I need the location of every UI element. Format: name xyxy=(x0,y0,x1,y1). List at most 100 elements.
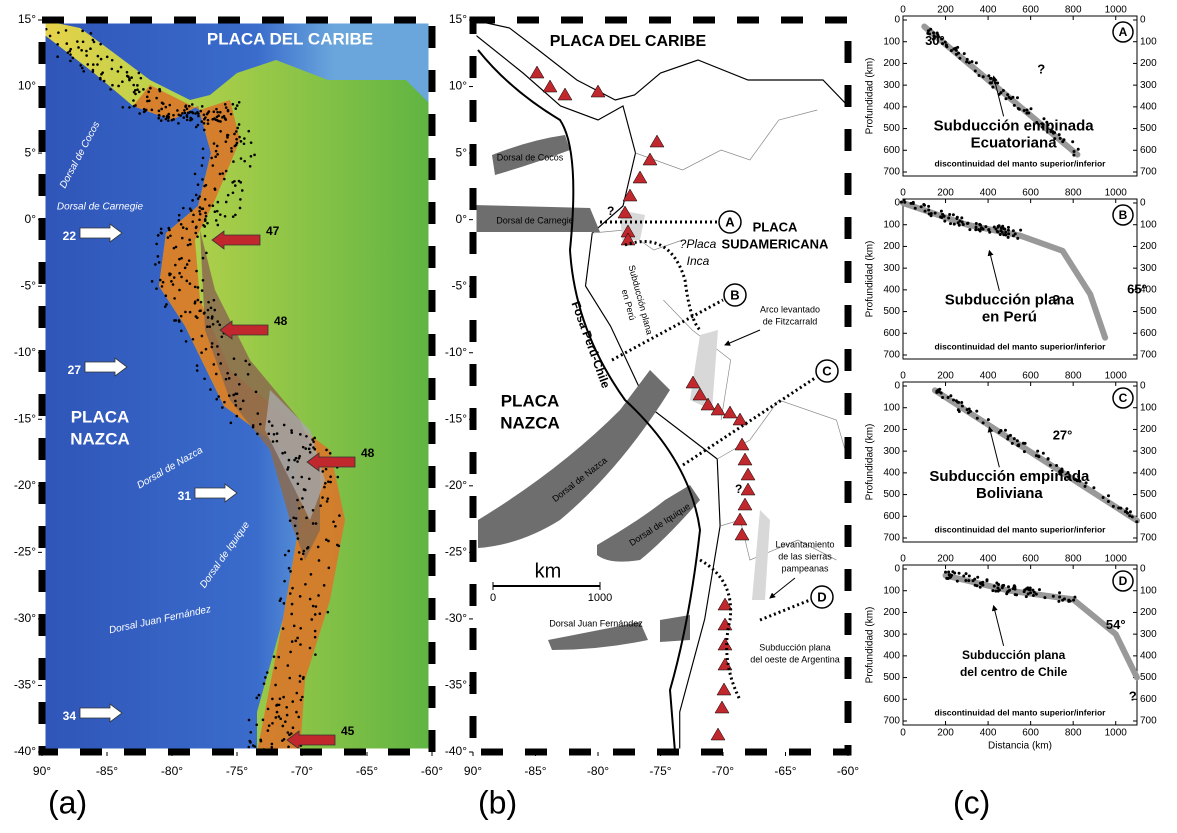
volcano xyxy=(590,84,606,98)
quake xyxy=(967,574,971,578)
volcano xyxy=(632,170,648,184)
quake xyxy=(217,119,220,123)
quake xyxy=(899,200,903,204)
quake xyxy=(226,133,229,137)
quake xyxy=(960,220,964,224)
quake xyxy=(202,113,206,117)
quake xyxy=(237,100,241,104)
quake xyxy=(301,445,305,449)
quake xyxy=(998,233,1002,237)
quake xyxy=(229,421,233,425)
quake xyxy=(282,423,286,427)
quake xyxy=(1077,475,1081,479)
volcano xyxy=(717,597,733,611)
quake xyxy=(1119,506,1123,510)
quake xyxy=(1128,510,1132,514)
x-tick-label: 400 xyxy=(980,728,997,739)
y-tick-label: 500 xyxy=(1140,672,1157,683)
y-tick-label: 300 xyxy=(883,629,900,640)
quake xyxy=(204,211,207,215)
lon-tick-label: -75° xyxy=(226,764,248,778)
section-frame xyxy=(902,381,1138,543)
quake xyxy=(321,470,325,473)
y-tick-label: 300 xyxy=(883,80,900,91)
quake xyxy=(977,73,981,77)
quake xyxy=(1006,93,1010,97)
quake xyxy=(1012,103,1016,107)
quake xyxy=(992,225,996,229)
quake xyxy=(1001,88,1005,92)
discontinuity-label: discontinuidad del manto superior/inferi… xyxy=(935,342,1107,352)
quake xyxy=(206,221,209,225)
quake xyxy=(150,280,154,283)
plate-arrow xyxy=(211,230,261,250)
y-tick-label: 600 xyxy=(1140,145,1157,156)
quake xyxy=(1017,107,1021,111)
quake xyxy=(943,219,947,223)
quake xyxy=(200,289,204,292)
quake xyxy=(231,191,235,195)
y-tick-label: 400 xyxy=(1140,467,1157,478)
quake xyxy=(215,115,219,119)
quake xyxy=(286,731,290,734)
plate-label: PLACA xyxy=(501,391,560,410)
quake xyxy=(187,104,191,108)
quake xyxy=(191,199,194,202)
quake xyxy=(185,279,189,283)
ridges xyxy=(473,135,700,650)
quake xyxy=(166,119,170,122)
quake xyxy=(956,45,960,49)
lat-tick-label: -20° xyxy=(445,478,467,492)
y-tick-label: 700 xyxy=(1140,350,1157,361)
quake xyxy=(201,207,205,211)
quake xyxy=(206,118,210,122)
altiplano xyxy=(265,390,325,520)
quake xyxy=(226,371,229,375)
quake xyxy=(295,710,298,714)
quake xyxy=(111,83,114,87)
y-tick-label: 600 xyxy=(1140,328,1157,339)
plate-arrow xyxy=(84,357,128,377)
quake xyxy=(262,682,266,685)
y-tick-label: 200 xyxy=(883,241,900,252)
quake xyxy=(1034,454,1038,458)
quake xyxy=(1000,230,1004,234)
quake xyxy=(1076,147,1080,151)
quake xyxy=(158,88,161,92)
quake xyxy=(962,574,966,578)
quake xyxy=(996,589,1000,593)
quake xyxy=(138,112,141,115)
quake xyxy=(911,200,915,204)
quake xyxy=(275,704,278,707)
quake xyxy=(195,316,199,320)
quake xyxy=(283,553,287,557)
quake xyxy=(121,105,125,109)
quake xyxy=(1023,441,1027,445)
quake xyxy=(174,245,178,249)
quake xyxy=(1006,235,1010,239)
question-mark: ? xyxy=(607,204,614,218)
quake xyxy=(939,391,943,395)
quake xyxy=(201,278,205,282)
rate-label: 22 xyxy=(63,229,77,243)
quake xyxy=(99,57,103,61)
quake xyxy=(249,730,253,734)
volcano xyxy=(557,87,573,101)
x-tick-label: 800 xyxy=(1065,188,1082,199)
pointer xyxy=(987,249,1000,291)
rate-label: 48 xyxy=(361,446,375,460)
quake xyxy=(177,219,181,222)
quake xyxy=(270,742,274,746)
quake xyxy=(1004,97,1008,101)
quake xyxy=(180,329,183,333)
quake xyxy=(212,363,216,366)
volcano xyxy=(710,402,726,416)
quake xyxy=(180,236,184,240)
quake xyxy=(987,74,991,78)
quake xyxy=(212,110,216,114)
quake xyxy=(69,59,72,63)
quake xyxy=(203,225,207,228)
quake xyxy=(938,387,942,391)
x-tick-label: 600 xyxy=(1022,554,1039,565)
quake xyxy=(297,715,301,719)
